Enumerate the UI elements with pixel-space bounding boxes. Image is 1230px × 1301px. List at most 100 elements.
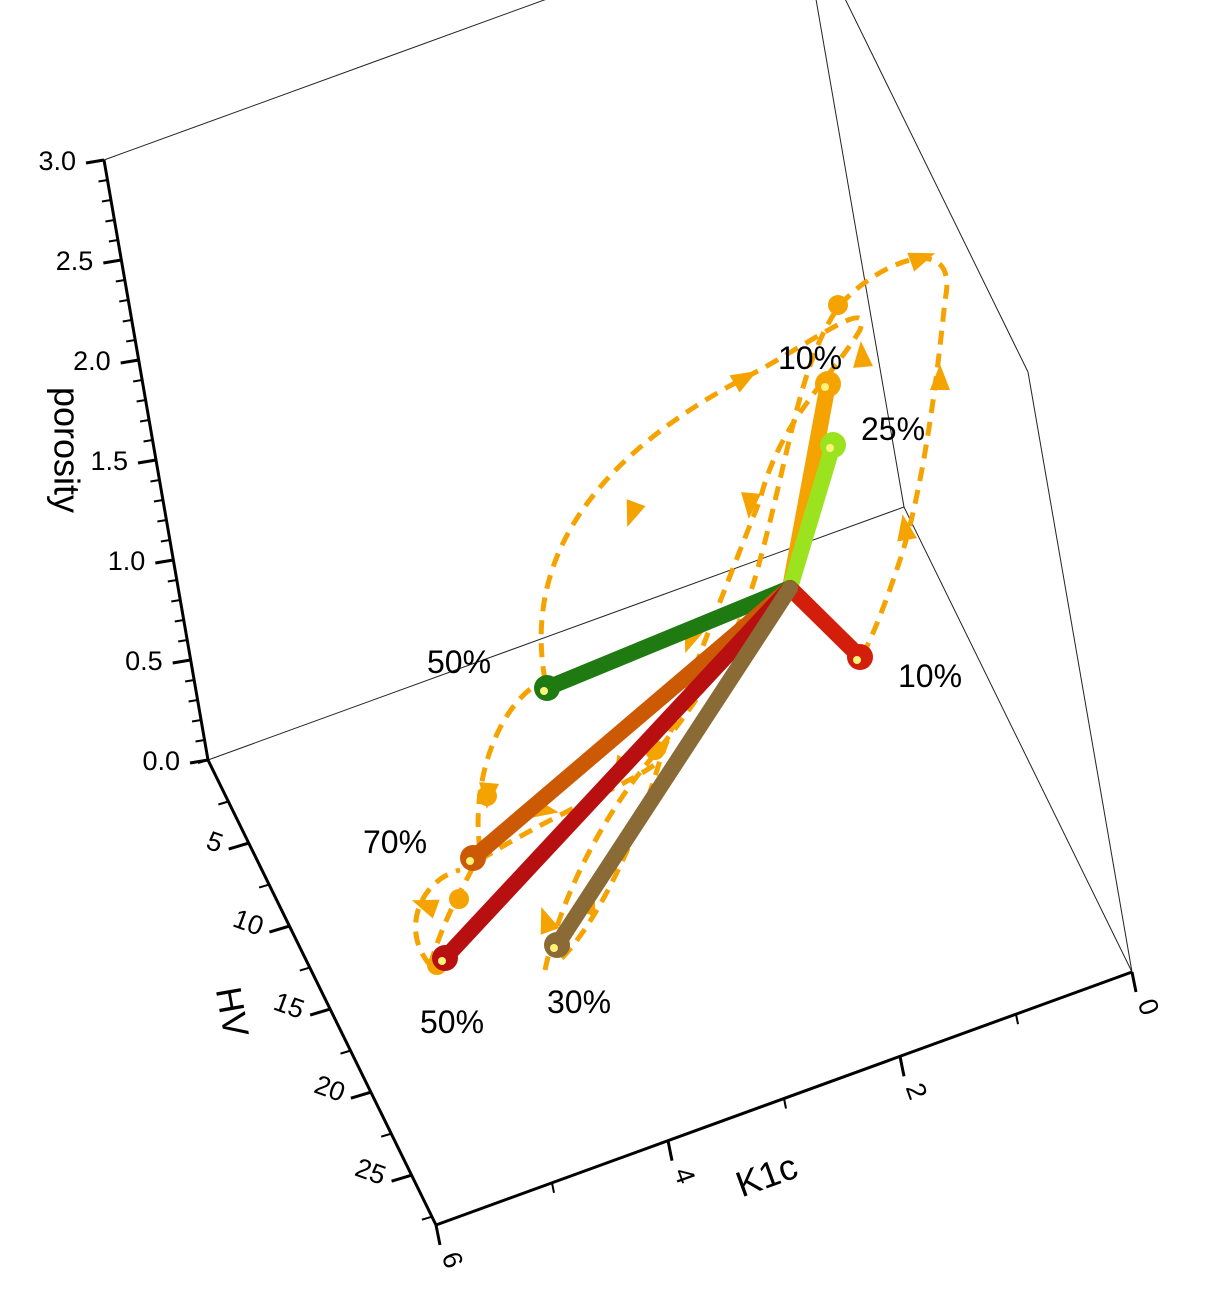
porosity-minor-tick — [160, 539, 171, 543]
dashed-trajectory — [542, 256, 950, 971]
box-edge — [903, 506, 1133, 973]
porosity-tick — [103, 258, 122, 265]
porosity-minor-tick — [101, 199, 112, 203]
series-highlight — [821, 383, 829, 391]
k1c-tick — [666, 1140, 674, 1161]
series-label: 50% — [420, 1004, 484, 1040]
box-edge — [207, 506, 905, 761]
series-endpoint — [815, 371, 841, 397]
porosity-minor-tick — [153, 499, 164, 503]
porosity-axis-title: porosity — [46, 387, 87, 513]
hv-minor-tick — [421, 1215, 433, 1221]
porosity-minor-tick — [157, 519, 167, 523]
hv-tick-label: 5 — [203, 825, 227, 858]
hv-minor-tick — [197, 759, 209, 764]
porosity-tick-label: 0.0 — [142, 746, 180, 776]
dashed-arrowhead — [741, 492, 762, 519]
porosity-minor-tick — [105, 219, 115, 223]
hv-tick-label: 10 — [229, 903, 267, 941]
hv-tick-label: 25 — [351, 1152, 389, 1190]
porosity-minor-tick — [122, 319, 132, 323]
k1c-axis-title: K1c — [730, 1145, 802, 1205]
porosity-tick — [172, 658, 191, 665]
porosity-minor-tick — [126, 339, 136, 343]
porosity-minor-tick — [188, 699, 198, 703]
k1c-tick-label: 6 — [436, 1248, 469, 1272]
hv-minor-tick — [218, 800, 229, 806]
dashed-trajectory — [538, 315, 864, 962]
series-rod — [539, 580, 798, 696]
hv-tick — [391, 1173, 413, 1183]
hv-minor-tick — [340, 1049, 351, 1055]
series-rod — [782, 437, 841, 596]
series-highlight — [853, 656, 861, 664]
dashed-arrowhead — [853, 341, 874, 368]
porosity-tick-label: 3.0 — [38, 146, 76, 176]
porosity-tick-label: 1.5 — [90, 446, 128, 476]
porosity-minor-tick — [174, 619, 184, 623]
hv-tick-label: 15 — [270, 986, 308, 1024]
series-label: 25% — [861, 411, 925, 447]
series-highlight — [826, 444, 834, 452]
porosity-tick-label: 0.5 — [125, 646, 163, 676]
k1c-tick — [434, 1224, 442, 1246]
porosity-tick — [120, 358, 139, 365]
series-label: 10% — [778, 340, 842, 376]
porosity-minor-tick — [143, 439, 153, 443]
k1c-minor-tick — [551, 1182, 555, 1194]
k1c-minor-tick — [783, 1098, 787, 1109]
porosity-minor-tick — [184, 679, 195, 683]
dashed-arrowhead — [729, 371, 758, 393]
series-highlight — [438, 957, 446, 965]
porosity-minor-tick — [171, 599, 181, 603]
dashed-arrowhead — [626, 499, 646, 528]
hv-tick — [268, 924, 290, 934]
dashed-arrowhead — [411, 899, 440, 919]
axes: 0.00.51.01.52.02.53.0porosity510152025HV… — [38, 146, 1165, 1272]
series-endpoint — [847, 644, 873, 670]
dashed-path-layer — [411, 252, 950, 975]
porosity-tick-label: 1.0 — [108, 546, 146, 576]
k1c-tick-label: 2 — [900, 1079, 933, 1103]
hv-minor-tick — [299, 966, 311, 972]
porosity-tick — [85, 158, 105, 165]
hv-tick — [309, 1007, 331, 1017]
porosity-minor-tick — [98, 179, 108, 183]
dashed-arrowhead — [907, 252, 936, 272]
porosity-tick — [137, 458, 157, 465]
dashed-marker — [477, 786, 497, 806]
series-label: 30% — [547, 984, 611, 1020]
hv-axis-title: HV — [208, 984, 257, 1040]
porosity-minor-tick — [115, 279, 125, 283]
dashed-arrowhead — [930, 364, 950, 390]
dashed-marker — [828, 295, 848, 315]
k1c-tick — [898, 1056, 906, 1077]
box-edge — [815, 0, 905, 508]
series-endpoint — [534, 675, 560, 701]
porosity-tick — [155, 558, 174, 565]
dashed-arrowhead — [540, 906, 560, 935]
series-endpoint — [820, 432, 846, 458]
series-label: 50% — [427, 644, 491, 680]
k1c-minor-tick — [1015, 1013, 1019, 1025]
hv-tick — [228, 841, 250, 851]
series-highlight — [540, 687, 548, 695]
porosity-minor-tick — [119, 299, 129, 303]
porosity-minor-tick — [132, 379, 143, 383]
porosity-minor-tick — [191, 719, 202, 723]
series-endpoint — [544, 932, 570, 958]
series-rod — [782, 580, 868, 665]
porosity-minor-tick — [139, 419, 150, 423]
porosity-minor-tick — [195, 739, 205, 743]
bounding-box — [103, 0, 1133, 973]
k1c-tick — [1130, 971, 1138, 993]
box-edge — [1027, 371, 1133, 973]
porosity-tick-label: 2.0 — [73, 346, 111, 376]
porosity-minor-tick — [150, 479, 160, 483]
porosity-minor-tick — [136, 399, 146, 403]
dashed-arrowhead — [897, 514, 917, 542]
series-label: 70% — [363, 824, 427, 860]
series-highlight — [466, 857, 474, 865]
